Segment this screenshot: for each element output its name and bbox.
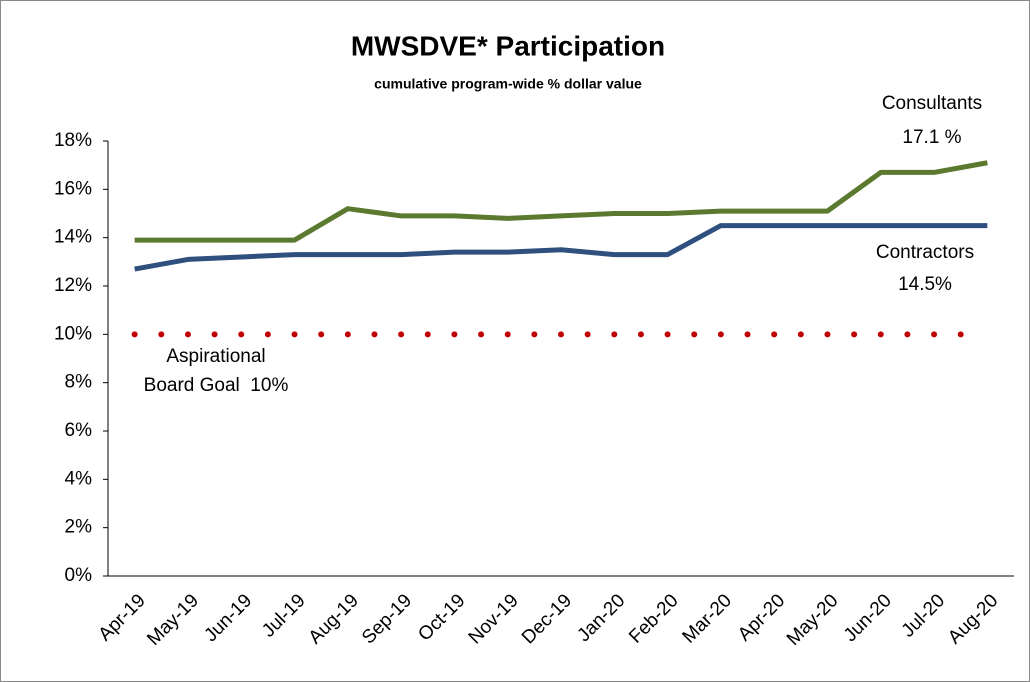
y-tick-label: 0% xyxy=(65,565,93,586)
series-label: Consultants xyxy=(882,93,982,114)
y-tick-label: 16% xyxy=(54,178,92,199)
series-line xyxy=(134,223,988,272)
y-tick-label: 14% xyxy=(54,227,92,248)
y-tick-label: 6% xyxy=(65,420,93,441)
y-tick-label: 12% xyxy=(54,275,92,296)
annotation: 14.5% xyxy=(898,274,952,295)
y-tick-label: 10% xyxy=(54,323,92,344)
y-tick-label: 2% xyxy=(65,517,93,538)
annotation: 17.1 % xyxy=(902,127,961,148)
series-label: Contractors xyxy=(876,242,974,263)
y-tick-label: 18% xyxy=(54,130,92,151)
chart-subtitle: cumulative program-wide % dollar value xyxy=(374,76,642,92)
annotation: Aspirational xyxy=(166,346,265,367)
y-tick-label: 8% xyxy=(65,372,93,393)
annotation: Board Goal 10% xyxy=(144,375,289,396)
y-tick-label: 4% xyxy=(65,468,93,489)
series-line xyxy=(134,160,988,243)
chart-title: MWSDVE* Participation xyxy=(351,30,665,61)
